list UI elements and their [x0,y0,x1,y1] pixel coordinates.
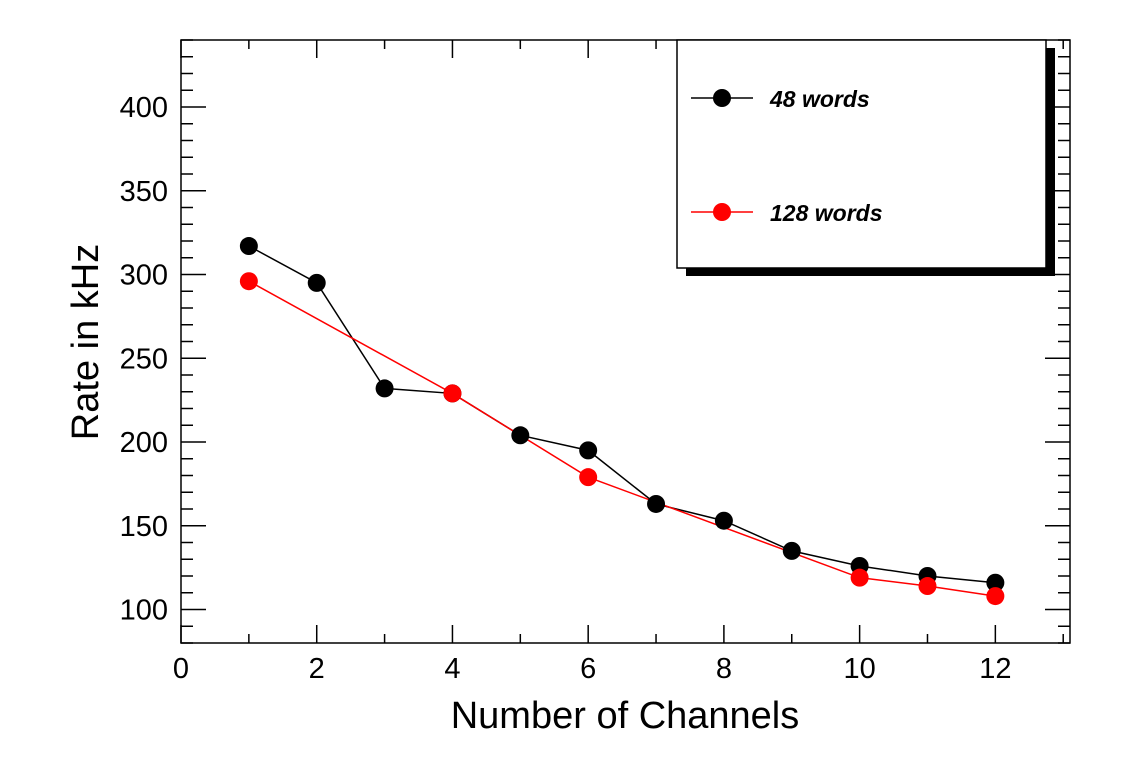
y-tick-label: 200 [120,427,168,459]
legend-label-128-words: 128 words [770,200,883,226]
x-tick-label: 4 [444,653,460,685]
data-point-series-1 [239,272,258,291]
data-point-series-0 [375,379,394,398]
y-tick-label: 300 [120,260,168,292]
legend-box [676,39,1047,269]
data-point-series-0 [239,237,258,256]
legend: 48 words 128 words [676,39,1055,276]
data-point-series-0 [714,511,733,530]
y-tick-label: 100 [120,595,168,627]
tick-labels: 0 2 4 6 8 10 12 100 150 200 250 300 350 400 [120,92,1012,685]
data-point-series-1 [579,468,598,487]
y-tick-label: 150 [120,511,168,543]
data-point-series-0 [307,273,326,292]
data-point-series-1 [443,384,462,403]
x-tick-label: 2 [309,653,325,685]
data-point-series-1 [850,568,869,587]
y-tick-label: 350 [120,176,168,208]
y-tick-label: 400 [120,92,168,124]
x-tick-label: 0 [173,653,189,685]
series-line-0 [248,245,996,584]
data-point-series-0 [579,441,598,460]
data-point-series-0 [782,541,801,560]
series-points [239,237,1005,606]
legend-label-48-words: 48 words [769,86,870,112]
plot-frame [180,39,1071,644]
x-tick-label: 10 [843,653,875,685]
x-tick-label: 8 [716,653,732,685]
y-tick-label: 250 [120,343,168,375]
data-point-series-1 [986,587,1005,606]
data-point-series-0 [986,573,1005,592]
y-axis-label: Rate in kHz [65,244,107,440]
data-point-series-0 [511,426,530,445]
data-point-series-0 [647,494,666,513]
data-point-series-1 [918,577,937,596]
x-tick-label: 12 [979,653,1011,685]
x-axis-label: Number of Channels [451,695,800,737]
legend-marker-48-words [713,89,731,107]
legend-marker-128-words [713,203,731,221]
x-tick-label: 6 [580,653,596,685]
